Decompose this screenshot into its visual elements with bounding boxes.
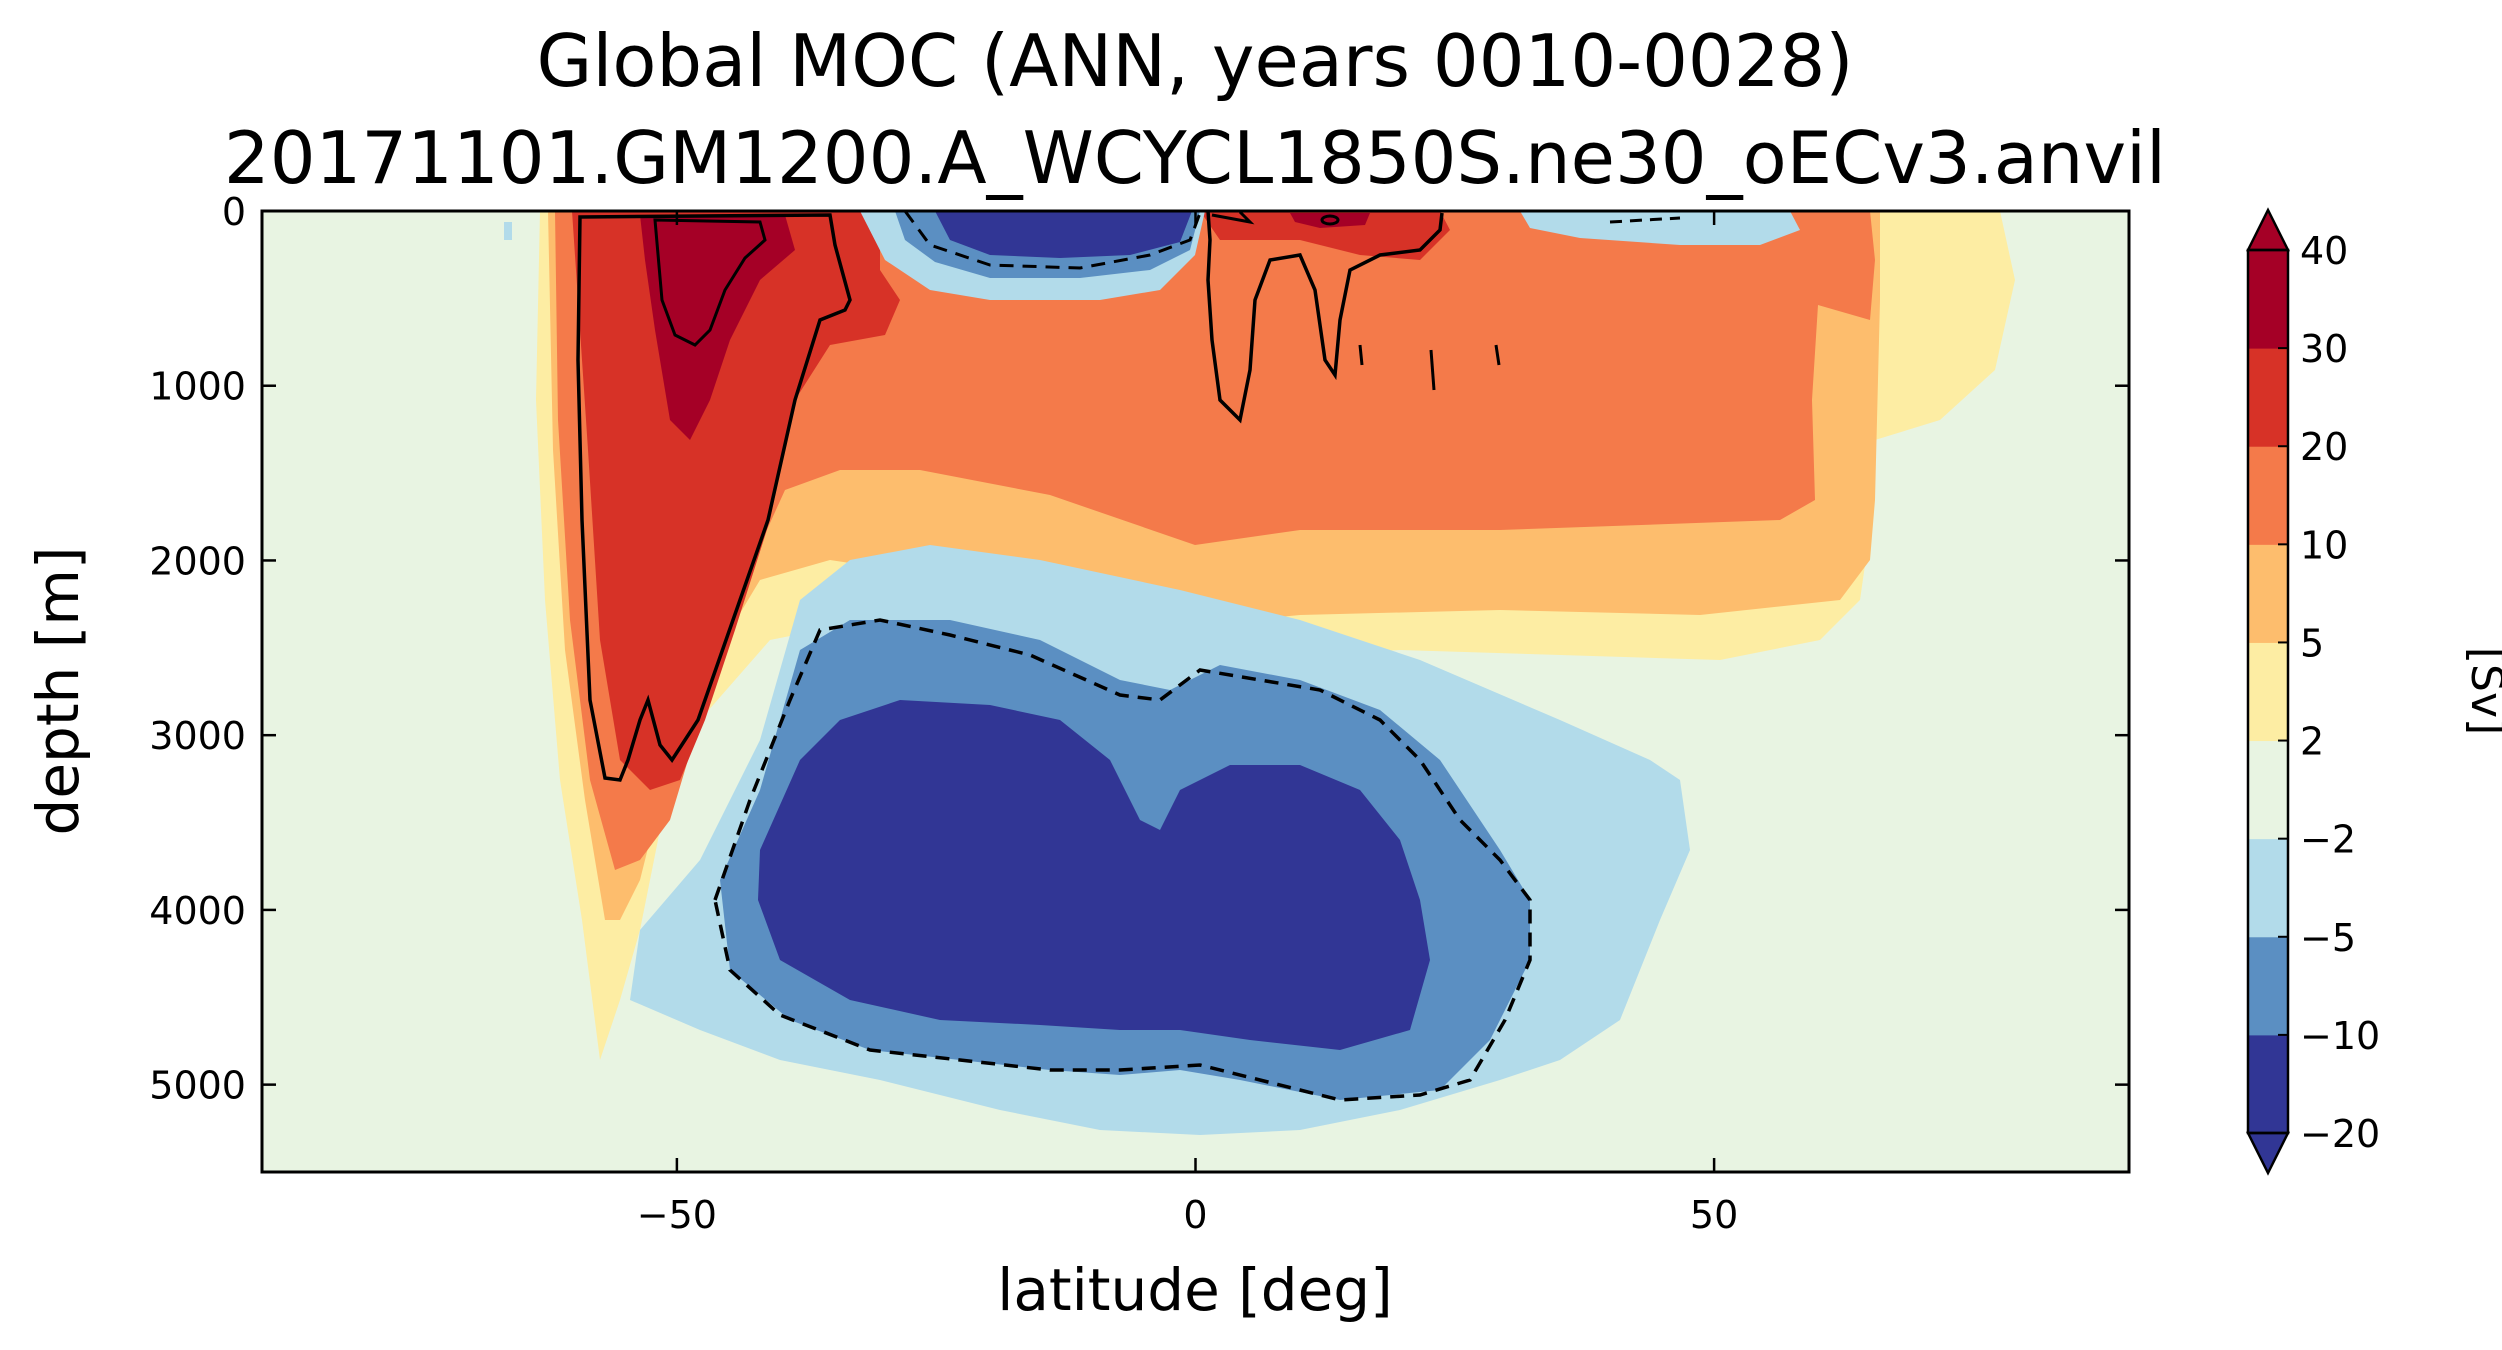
colorbar-tick-label: 20 xyxy=(2300,425,2348,469)
region-neg-nh-surface xyxy=(1520,211,1800,245)
x-axis: −50 0 50 xyxy=(637,211,1738,1237)
contour-30-sh xyxy=(653,218,767,347)
y-tick-label: 5000 xyxy=(149,1064,246,1108)
region-20-to-30-nh xyxy=(1200,211,1450,260)
contour-20-nh xyxy=(1206,211,1444,424)
region-10-to-20 xyxy=(555,211,1875,870)
region-20-to-30 xyxy=(572,211,900,790)
plot-area xyxy=(262,211,2129,1172)
y-axis: 0 1000 2000 3000 4000 5000 xyxy=(149,190,2129,1108)
y-axis-title: depth [m] xyxy=(24,546,92,835)
colorbar-tick-label: 40 xyxy=(2300,229,2348,273)
region-neg-below-10 xyxy=(758,700,1430,1050)
contour-20-nh-speck2 xyxy=(1429,349,1436,391)
x-tick-label: 0 xyxy=(1183,1193,1207,1237)
colorbar-frame xyxy=(2246,248,2290,1135)
colorbar-tick-label: −20 xyxy=(2300,1112,2380,1156)
x-tick-label: 50 xyxy=(1690,1193,1738,1237)
colorbar-tick-label: 2 xyxy=(2300,720,2324,764)
colorbar: −20 −10 −5 −2 2 5 10 20 30 40 xyxy=(2245,207,2380,1176)
contour-neg10-nh-surface xyxy=(1609,216,1681,224)
colorbar-band xyxy=(2248,250,2288,349)
y-tick-label: 1000 xyxy=(149,365,246,409)
region-above-30 xyxy=(640,215,795,440)
contour-30-nh-ring xyxy=(1320,214,1340,226)
colorbar-extend-bottom xyxy=(2245,1131,2291,1176)
colorbar-band xyxy=(2248,446,2288,545)
colorbar-tick-label: −5 xyxy=(2300,916,2356,960)
colorbar-band xyxy=(2248,348,2288,447)
contour-neg10-deep xyxy=(713,618,1532,1102)
colorbar-band xyxy=(2248,936,2288,1036)
y-tick-label: 4000 xyxy=(149,889,246,933)
colorbar-band xyxy=(2248,544,2288,643)
colorbar-band xyxy=(2248,642,2288,742)
x-tick-label: −50 xyxy=(637,1193,717,1237)
contour-30-nh xyxy=(1211,211,1255,225)
region-above-30-nh xyxy=(1290,213,1370,228)
region-neg-surface-core xyxy=(935,211,1192,258)
x-axis-title: latitude [deg] xyxy=(997,1256,1393,1324)
colorbar-band xyxy=(2248,1034,2288,1134)
contour-20-nh-speck1 xyxy=(1358,344,1364,366)
region-neg-nh-speck xyxy=(504,222,512,240)
colorbar-tick-label: 5 xyxy=(2300,621,2324,665)
colorbar-tick-label: −2 xyxy=(2300,818,2356,862)
y-tick-label: 2000 xyxy=(149,539,246,583)
y-tick-label: 0 xyxy=(222,190,246,234)
contour-20-nh-speck3 xyxy=(1494,344,1501,366)
chart-subtitle: 20171101.GM1200.A_WCYCL1850S.ne30_oECv3.… xyxy=(224,116,2166,200)
colorbar-tick-label: 10 xyxy=(2300,523,2348,567)
colorbar-extend-top xyxy=(2245,207,2291,252)
colorbar-tick-label: −10 xyxy=(2300,1014,2380,1058)
colorbar-tick-label: 30 xyxy=(2300,327,2348,371)
contour-neg10-surface xyxy=(903,211,1202,270)
colorbar-label: [Sv] xyxy=(2461,647,2502,735)
colorbar-band xyxy=(2248,838,2288,938)
colorbar-band xyxy=(2248,740,2288,840)
y-tick-label: 3000 xyxy=(149,714,246,758)
chart-title: Global MOC (ANN, years 0010-0028) xyxy=(537,19,1854,103)
contour-20-sh xyxy=(576,213,852,782)
